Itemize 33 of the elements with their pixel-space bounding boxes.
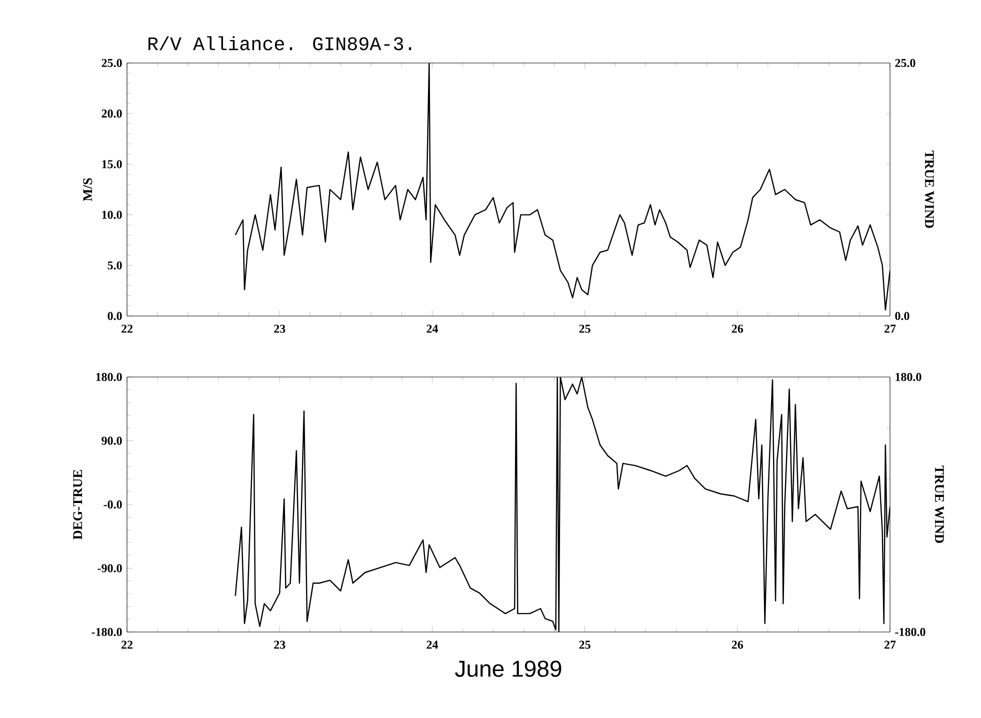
y2-tick-label: 0.0 — [895, 312, 910, 320]
y2-tick-label: -180.0 — [895, 628, 926, 636]
y-tick-label: 25.0 — [102, 58, 122, 68]
y2-tick-label: 180.0 — [896, 372, 922, 382]
y2-tick-label: 25.0 — [895, 58, 916, 68]
y-axis-title: M/S — [83, 178, 92, 202]
x-tick-label: 23 — [274, 324, 286, 333]
x-axis-title: June 1989 — [455, 660, 562, 677]
x-tick-label: 26 — [732, 640, 744, 649]
chart-title: R/V Alliance. GIN89A-3. — [148, 36, 412, 50]
x-tick-label: 24 — [426, 324, 438, 333]
y2-axis-title: TRUE WIND — [924, 150, 934, 228]
y-tick-label: -90.0 — [98, 564, 122, 572]
x-tick-label: 25 — [579, 640, 590, 649]
y-tick-label: 5.0 — [108, 261, 122, 270]
y-tick-label: -0.0 — [104, 500, 122, 509]
y-tick-label: 20.0 — [102, 110, 122, 118]
y-tick-label: 15.0 — [102, 160, 122, 168]
x-tick-label: 27 — [884, 324, 896, 333]
y-tick-label: -180.0 — [92, 628, 122, 636]
x-tick-label: 22 — [122, 640, 132, 649]
x-tick-label: 22 — [122, 324, 132, 333]
y-tick-label: 90.0 — [102, 436, 122, 445]
x-tick-label: 25 — [579, 324, 590, 333]
x-tick-label: 27 — [884, 640, 896, 649]
y-tick-label: 10.0 — [102, 210, 122, 219]
y-axis-title: DEG-TRUE — [73, 470, 82, 540]
x-tick-label: 23 — [274, 640, 286, 649]
x-tick-label: 24 — [426, 640, 438, 649]
y-tick-label: 180.0 — [96, 372, 122, 382]
y2-axis-title: TRUE WIND — [934, 466, 944, 543]
x-tick-label: 26 — [732, 324, 744, 333]
y-tick-label: 0.0 — [108, 312, 122, 320]
